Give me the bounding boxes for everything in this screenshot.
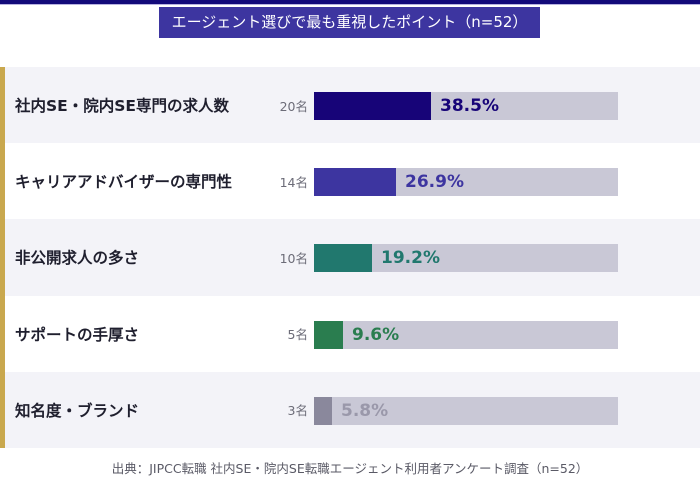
bar [314,92,431,120]
data-label: 38.5% [440,96,499,116]
category-label: 社内SE・院内SE専門の求人数 [15,97,230,116]
bar-track: 9.6% [314,320,618,349]
data-label: 5.8% [341,400,389,421]
bar-row: サポートの手厚さ 5名 9.6% [5,296,700,372]
bar-row: 社内SE・院内SE専門の求人数 20名 38.5% [5,67,700,144]
count-label: 3名 [287,403,308,419]
chart-title: エージェント選びで最も重視したポイント（n=52） [159,7,540,38]
bar-track: 26.9% [314,168,618,197]
category-label: キャリアアドバイザーの専門性 [15,173,233,192]
data-label: 26.9% [405,172,464,193]
bar [314,320,343,349]
category-label: 知名度・ブランド [15,401,140,420]
data-label: 9.6% [352,324,400,345]
count-label: 10名 [279,250,308,266]
bar-row: 非公開求人の多さ 10名 19.2% [5,219,700,296]
left-accent-bar [0,67,5,448]
bar [314,244,372,273]
category-label: サポートの手厚さ [15,325,140,344]
bar-track: 19.2% [314,244,618,273]
count-label: 5名 [287,327,308,343]
top-bar-underline [0,4,700,5]
bar-row: キャリアアドバイザーの専門性 14名 26.9% [5,143,700,219]
bar [314,168,396,197]
count-label: 14名 [279,174,308,190]
bar-track: 38.5% [314,92,618,120]
bar-track: 5.8% [314,396,618,425]
bar-row: 知名度・ブランド 3名 5.8% [5,371,700,448]
category-label: 非公開求人の多さ [15,249,140,268]
bar [314,396,332,425]
data-label: 19.2% [381,248,440,269]
count-label: 20名 [279,98,308,114]
bar-chart: 社内SE・院内SE専門の求人数 20名 38.5% キャリアアドバイザーの専門性 14名… [5,67,700,448]
top-bar [0,0,700,4]
source-note: 出典：JIPCC転職 社内SE・院内SE転職エージェント利用者アンケート調査（n… [111,461,589,476]
